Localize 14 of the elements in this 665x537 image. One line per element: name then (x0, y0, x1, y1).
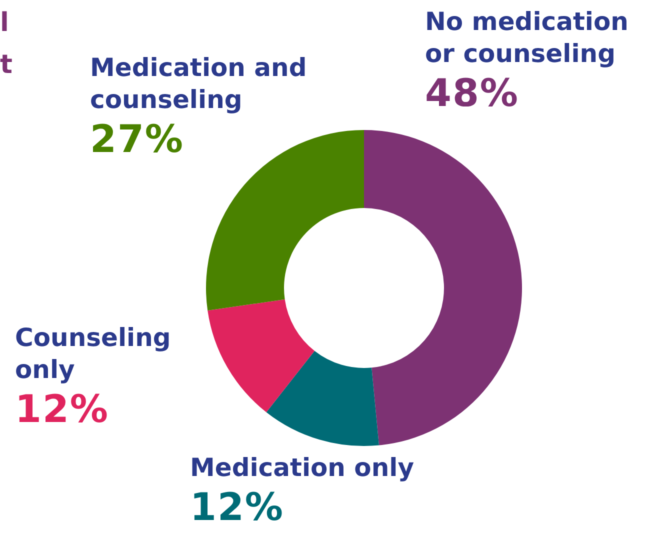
donut-slice (206, 130, 364, 310)
donut-slice (266, 350, 380, 446)
donut-slice (364, 130, 522, 446)
slice-label: No medication or counseling (425, 6, 630, 70)
data-label: 12% (15, 386, 110, 432)
text: l (0, 8, 9, 38)
data-label: 48% (425, 70, 520, 116)
data-label: 27% (90, 116, 185, 162)
data-label: 12% (190, 484, 285, 530)
slice-label: Medication only (190, 452, 416, 484)
slice-label: Medication and counseling (90, 52, 308, 116)
donut-slice (208, 299, 315, 412)
slice-label: Counseling only (15, 322, 172, 386)
text: t (0, 50, 12, 80)
